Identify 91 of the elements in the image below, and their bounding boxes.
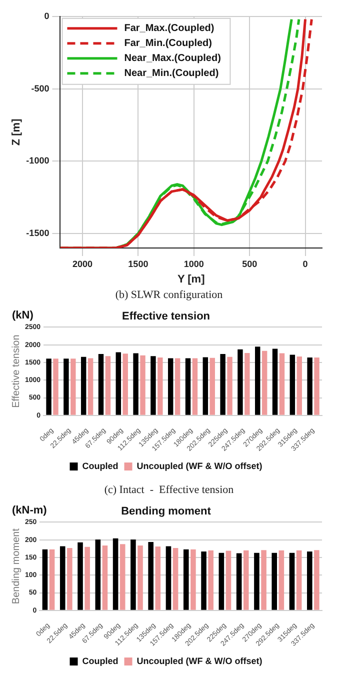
bar [254,552,260,610]
bar [261,550,266,610]
bar [296,356,302,415]
bar [46,358,52,415]
bar [262,350,268,415]
bar [208,550,214,610]
bar [150,356,156,415]
bar [218,552,224,610]
bar [220,354,226,415]
bar [307,358,312,415]
bar [314,550,320,610]
x-tick-label: 0 [302,258,308,269]
bar [64,358,69,415]
bar [238,349,243,415]
legend-label: Coupled [82,656,118,666]
bar [98,354,104,415]
bar [279,353,285,415]
text: (c) Intact - Effective tension [103,484,235,496]
bar [296,550,302,610]
bar [138,545,143,610]
bar [210,358,215,415]
y-tick-label: -500 [31,83,50,94]
chart-title: Bending moment [121,506,212,518]
bar [130,539,136,610]
bar [236,553,242,610]
bar [84,546,90,610]
bar [78,542,83,610]
bar [105,356,111,415]
y-axis-title: Z [m] [10,118,23,146]
bar [42,549,48,610]
bar [244,352,250,415]
x-tick-label: 500 [242,258,258,269]
legend-label: Far_Min.(Coupled) [124,38,212,50]
bar [243,550,249,610]
x-tick-label: 1500 [128,258,148,269]
bar [148,542,154,610]
bar [289,552,295,610]
bar [53,358,58,415]
text: (b) SLWR configuration [114,289,224,301]
bar [133,353,138,415]
legend-label: Near_Min.(Coupled) [124,68,219,80]
bar [185,358,191,415]
bar [307,551,312,610]
bar [116,352,122,415]
bar [122,354,128,415]
y-tick-label: -1000 [26,156,50,166]
bar [80,356,86,415]
legend-label: Uncoupled (WF & W/O offset) [136,656,262,666]
bar [278,550,284,610]
x-tick-label: 2000 [72,258,93,269]
bar [190,549,196,610]
bar [290,354,296,415]
bar [49,549,55,610]
legend-label: Near_Max.(Coupled) [124,53,221,64]
legend-label: Uncoupled (WF & W/O offset) [136,460,262,471]
bar [174,358,180,415]
bar [60,546,66,610]
bar [172,548,178,610]
y-tick-label: 0 [44,10,50,21]
x-axis-title: Y [m] [177,273,206,286]
bar [168,358,174,415]
bar [95,539,101,610]
y-axis-title: Bending moment [10,528,22,604]
chart-title: Effective tension [122,310,210,323]
bar [112,538,118,610]
bar [158,358,163,415]
bar [70,358,76,415]
y-tick-label: -1500 [26,228,50,238]
bar [67,548,72,610]
bar [202,357,208,415]
legend-label: Coupled [82,460,118,471]
x-tick-label: 1000 [184,258,204,269]
legend-label: Far_Max.(Coupled) [124,23,214,34]
bar [155,546,161,610]
bar [166,546,172,610]
bar [272,348,278,415]
bar [227,356,232,415]
bar [140,355,146,415]
bar [183,549,189,610]
text: (kN) [12,310,34,322]
bar [226,550,232,610]
bar [192,358,198,415]
bar [201,551,206,610]
bar [102,545,108,610]
text: (kN-m) [12,504,48,517]
bar [120,544,126,610]
bar [255,346,260,415]
bar [314,358,320,415]
bar [88,358,94,415]
bar [272,552,278,610]
y-axis-title: Effective tension [10,334,22,408]
